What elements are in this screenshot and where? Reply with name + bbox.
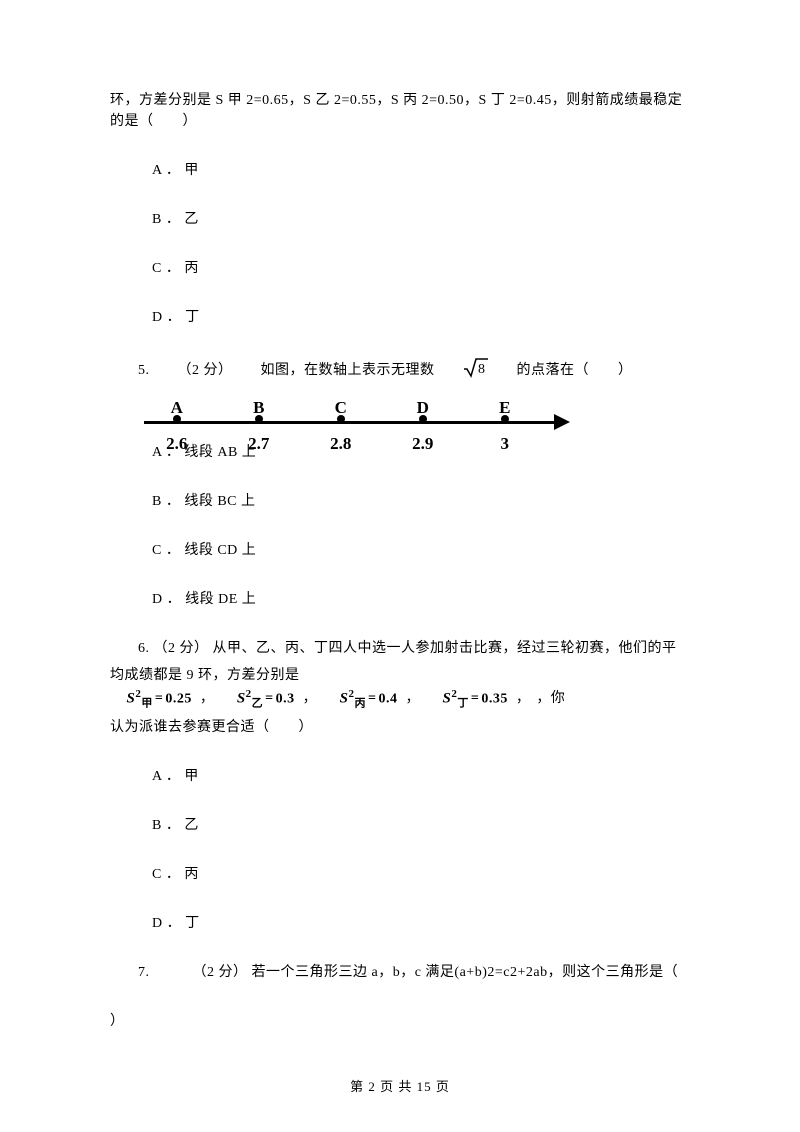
- q6-option-a: A ． 甲: [110, 766, 690, 787]
- q5-text-b: 的点落在（ ）: [489, 360, 633, 381]
- q4-stem-line2: 的是（ ）: [110, 114, 197, 129]
- q5-points: （2 分）: [150, 360, 233, 381]
- number-line-top-label: A: [171, 395, 183, 421]
- number-line-figure: A2.6B2.7C2.8D2.9E3: [110, 413, 690, 442]
- q6-option-d: D ． 丁: [110, 913, 690, 934]
- number-line-bottom-label: 2.7: [248, 431, 269, 457]
- q4-option-c: C ． 丙: [110, 258, 690, 279]
- separator: ，: [516, 691, 531, 706]
- separator: ，: [200, 691, 215, 706]
- q5-stem: 5. （2 分） 如图，在数轴上表示无理数 8 的点落在（ ）: [110, 356, 690, 385]
- q7-number: 7.: [138, 965, 154, 980]
- variance-formula: S2乙=0.3: [237, 686, 295, 712]
- number-line-top-label: B: [253, 395, 264, 421]
- q5-option-d: D ． 线段 DE 上: [110, 589, 690, 610]
- q5-option-c: C ． 线段 CD 上: [110, 540, 690, 561]
- q5-number: 5.: [110, 360, 150, 381]
- q7-points: （2 分）: [193, 965, 248, 980]
- q6-option-b: B ． 乙: [110, 815, 690, 836]
- q6-points: （2 分）: [154, 641, 209, 656]
- q4-stem: 环，方差分别是 S 甲 2=0.65，S 乙 2=0.55，S 丙 2=0.50…: [110, 90, 690, 132]
- q6-line2-a: 均成绩都是 9 环，方差分别是: [110, 665, 300, 686]
- separator: ，: [303, 691, 318, 706]
- q5-option-a: A ． 线段 AB 上: [110, 442, 690, 463]
- number-line-top-label: D: [417, 395, 429, 421]
- number-line-bottom-label: 2.8: [330, 431, 351, 457]
- q4-option-d: D ． 丁: [110, 307, 690, 328]
- q6-number: 6.: [138, 641, 154, 656]
- q4-option-a: A ． 甲: [110, 160, 690, 181]
- number-line-bottom-label: 3: [501, 431, 510, 457]
- q7-text-a: 若一个三角形三边 a，b，c 满足(a+b)2=c2+2ab，则这个三角形是（: [252, 965, 679, 980]
- number-line-axis: [144, 421, 554, 424]
- q6-option-c: C ． 丙: [110, 864, 690, 885]
- page-footer: 第 2 页 共 15 页: [0, 1077, 800, 1097]
- number-line-bottom-label: 2.9: [412, 431, 433, 457]
- q6-line2-b: ，你: [536, 688, 565, 709]
- sqrt-icon: 8: [435, 356, 489, 385]
- q4-option-b: B ． 乙: [110, 209, 690, 230]
- q5-text-a: 如图，在数轴上表示无理数: [233, 360, 435, 381]
- q4-stem-line1: 环，方差分别是 S 甲 2=0.65，S 乙 2=0.55，S 丙 2=0.50…: [110, 93, 682, 108]
- variance-formula: S2丁=0.35: [442, 686, 507, 712]
- sqrt-value: 8: [478, 362, 486, 377]
- variance-formula: S2丙=0.4: [340, 686, 398, 712]
- q6-stem-line1: 6. （2 分） 从甲、乙、丙、丁四人中选一人参加射击比赛，经过三轮初赛，他们的…: [110, 638, 690, 659]
- page: 环，方差分别是 S 甲 2=0.65，S 乙 2=0.55，S 丙 2=0.50…: [0, 0, 800, 1132]
- q6-stem-line2: 均成绩都是 9 环，方差分别是 S2甲=0.25 ， S2乙=0.3 ， S2丙=0…: [110, 665, 690, 712]
- q6-text-a: 从甲、乙、丙、丁四人中选一人参加射击比赛，经过三轮初赛，他们的平: [213, 641, 677, 656]
- separator: ，: [405, 691, 420, 706]
- q7-stem-b: ）: [110, 1011, 690, 1032]
- q6-stem-line3: 认为派谁去参赛更合适（ ）: [110, 717, 690, 738]
- number-line-bottom-label: 2.6: [166, 431, 187, 457]
- variance-formula: S2甲=0.25: [127, 686, 192, 712]
- number-line-top-label: E: [499, 395, 510, 421]
- q7-stem: 7. （2 分） 若一个三角形三边 a，b，c 满足(a+b)2=c2+2ab，…: [110, 962, 690, 983]
- number-line-top-label: C: [335, 395, 347, 421]
- q5-option-b: B ． 线段 BC 上: [110, 491, 690, 512]
